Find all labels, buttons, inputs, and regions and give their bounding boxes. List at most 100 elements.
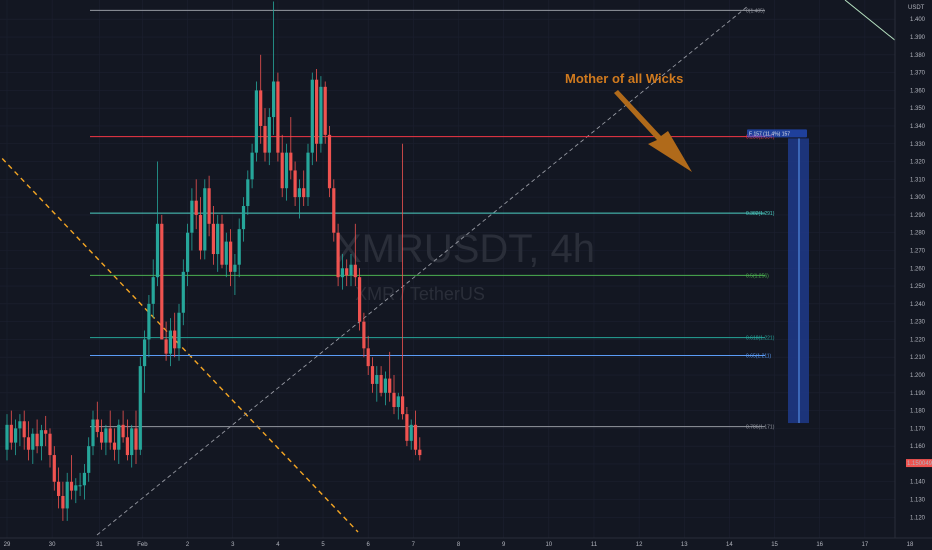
candle-body (306, 152, 310, 198)
candle-body (246, 179, 250, 207)
price-tick-label: 1.400 (910, 17, 926, 23)
price-tick-label: 1.200 (910, 373, 926, 379)
candle-body (48, 433, 52, 456)
candle-body (405, 414, 409, 441)
candle-body (401, 396, 405, 415)
candle-body (289, 152, 293, 171)
time-tick-label: 13 (681, 542, 688, 548)
time-tick-label: 16 (816, 542, 823, 548)
candle-body (413, 424, 418, 450)
candle-body (207, 188, 211, 224)
candle-body (104, 428, 108, 443)
watermark-pair: XMR / TetherUS (355, 284, 485, 304)
candle-body (14, 428, 18, 443)
time-tick-label: 3 (231, 542, 235, 548)
price-tick-label: 1.320 (910, 160, 926, 166)
orange-trendline[interactable] (0, 152, 359, 533)
candle-body (259, 90, 263, 126)
annotation-text: Mother of all Wicks (565, 71, 683, 86)
time-tick-label: 18 (907, 542, 914, 548)
candle-body (69, 481, 74, 491)
candle-body (100, 431, 104, 443)
time-tick-label: 12 (636, 542, 643, 548)
candle-body (138, 366, 142, 450)
price-tick-label: 1.340 (910, 124, 926, 130)
candle-body (332, 188, 336, 233)
candle-body (302, 188, 306, 198)
candle-body (263, 125, 267, 153)
candle-body (229, 241, 233, 272)
time-tick-label: 11 (591, 542, 598, 548)
candle-body (18, 421, 22, 429)
candle-body (198, 214, 203, 251)
time-tick-label: 29 (4, 542, 11, 548)
candle-body (61, 495, 65, 509)
price-tick-label: 1.280 (910, 231, 926, 237)
position-box[interactable]: F 157 (11.4%) 157 (747, 129, 809, 424)
candle-body (250, 152, 254, 180)
candle-body (383, 378, 387, 393)
price-tick-label: 1.190 (910, 391, 926, 397)
time-axis[interactable]: 29 30 31 Feb 2 3 4 5 6 7 8 9 10 11 12 13 14 15 16 17 18 (0, 537, 932, 550)
fibonacci-retracement[interactable]: 0(1.405) 0.236(1.334) 0.382(1.291) 0.5(1.25… (90, 8, 775, 431)
candle-body (349, 264, 353, 276)
time-tick-label: 5 (321, 542, 325, 548)
candle-body (203, 188, 207, 251)
candle-body (396, 396, 400, 408)
candle-body (211, 223, 215, 255)
candle-body (267, 117, 271, 153)
time-tick-label: Feb (137, 542, 148, 548)
candle-body (336, 232, 340, 278)
candle-body (181, 271, 185, 313)
candle-body (297, 188, 301, 198)
candle-body (121, 424, 125, 438)
fib-level-label: 0.5(1.256) (746, 273, 769, 279)
candle-body (78, 485, 82, 487)
current-price-tag (906, 459, 932, 468)
candle-body (22, 421, 26, 438)
candle-body (220, 223, 224, 265)
candle-body (177, 312, 181, 349)
candles (5, 1, 422, 521)
position-label-box (747, 129, 807, 138)
time-tick-label: 7 (412, 542, 416, 548)
price-tick-label: 1.260 (910, 266, 926, 272)
candle-body (418, 449, 422, 456)
time-tick-label: 14 (726, 542, 733, 548)
candle-body (134, 428, 138, 450)
price-axis[interactable]: USDT1.1201.1301.1401.1501.1601.1701.1801… (894, 0, 932, 550)
fib-level-label: 0.65(1.211) (746, 353, 772, 359)
wick-annotation[interactable]: Mother of all Wicks (565, 71, 692, 172)
price-tick-label: 1.330 (910, 142, 926, 148)
candle-body (117, 424, 121, 450)
candle-body (233, 264, 237, 272)
price-tick-label: 1.270 (910, 248, 926, 254)
candle-body (345, 268, 349, 276)
time-tick-label: 9 (502, 542, 506, 548)
current-price-label: 1.150049 (907, 461, 932, 467)
price-tick-label: 1.250 (910, 284, 926, 290)
candle-body (57, 481, 61, 496)
time-tick-label: 10 (545, 542, 552, 548)
time-tick-label: 8 (457, 542, 461, 548)
candle-body (82, 472, 86, 486)
candle-body (284, 152, 289, 189)
candle-body (52, 455, 56, 482)
candle-body (375, 375, 379, 384)
price-tick-label: 1.180 (910, 409, 926, 415)
price-tick-label: 1.240 (910, 302, 926, 308)
price-tick-label: 1.210 (910, 355, 926, 361)
candle-body (409, 424, 413, 441)
candle-body (31, 433, 35, 450)
candle-body (190, 200, 194, 233)
candle-body (151, 277, 155, 304)
price-tick-label: 1.390 (910, 35, 926, 41)
candle-body (323, 86, 327, 135)
price-tick-label: 1.370 (910, 71, 926, 77)
time-tick-label: 4 (276, 542, 280, 548)
candle-body (237, 229, 241, 265)
position-label: F 157 (11.4%) 157 (749, 131, 790, 137)
candle-body (310, 79, 314, 153)
candle-body (112, 442, 117, 450)
